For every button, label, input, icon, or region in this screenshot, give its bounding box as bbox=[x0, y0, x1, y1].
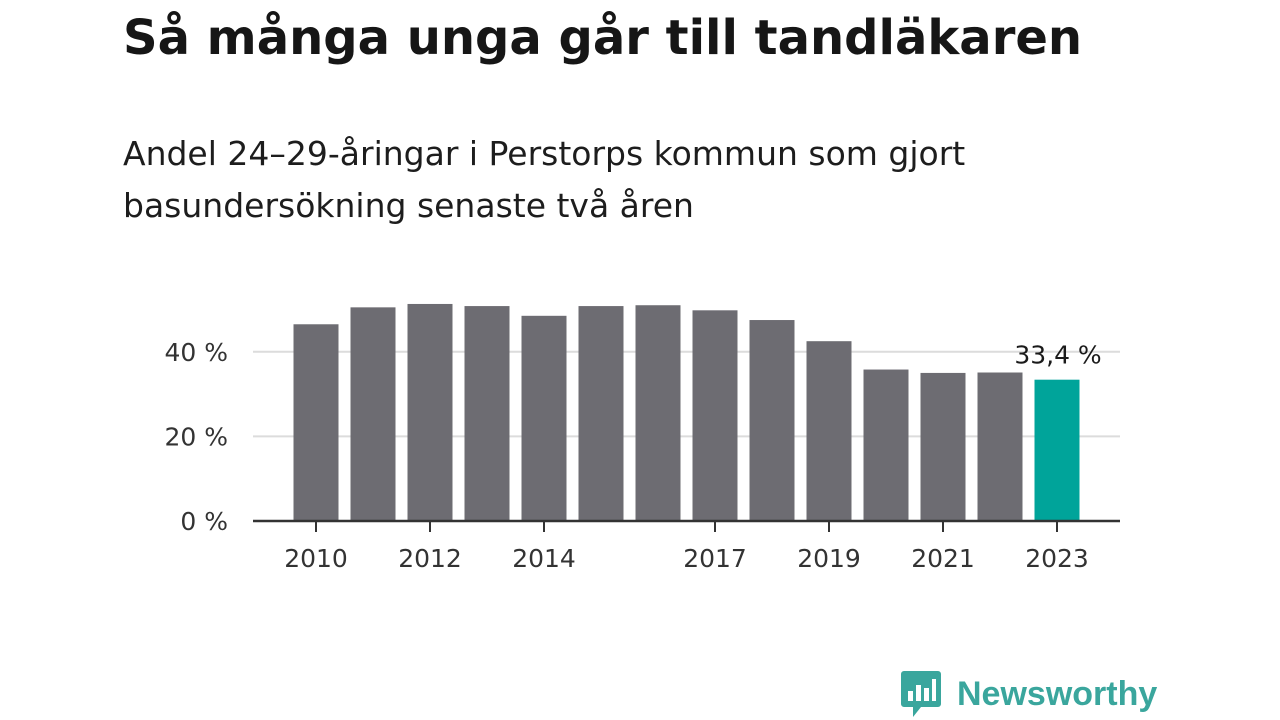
x-tick-label: 2014 bbox=[512, 544, 576, 573]
x-tick-label: 2019 bbox=[797, 544, 861, 573]
bars bbox=[293, 303, 1080, 521]
bar-2021 bbox=[920, 372, 966, 521]
y-tick-label: 20 % bbox=[164, 422, 228, 451]
x-tick-label: 2017 bbox=[683, 544, 747, 573]
y-tick-label: 0 % bbox=[180, 507, 228, 536]
bar-2022 bbox=[977, 372, 1023, 521]
x-axis bbox=[253, 519, 1120, 532]
chart-subtitle: Andel 24–29-åringar i Perstorps kommun s… bbox=[123, 134, 966, 225]
y-tick-label: 40 % bbox=[164, 338, 228, 367]
bar-2013 bbox=[464, 306, 510, 521]
grid-lines bbox=[253, 350, 1120, 438]
chart-title: Så många unga går till tandläkaren bbox=[123, 10, 1083, 66]
x-tick-label: 2023 bbox=[1025, 544, 1089, 573]
bar-2010 bbox=[293, 324, 339, 521]
bar-chart: 0 % 20 % 40 % 2010 2012 2014 2017 2019 2021 2023 3… bbox=[164, 303, 1120, 573]
bar-2015 bbox=[578, 306, 624, 521]
bar-2014 bbox=[521, 315, 567, 521]
bar-2023 bbox=[1034, 379, 1080, 521]
x-tick-label: 2012 bbox=[398, 544, 462, 573]
bar-2018 bbox=[749, 320, 795, 521]
bar-2020 bbox=[863, 369, 909, 521]
bar-2017 bbox=[692, 310, 738, 521]
x-tick-label: 2021 bbox=[911, 544, 975, 573]
logo-text: Newsworthy bbox=[957, 674, 1158, 713]
bar-2012 bbox=[407, 303, 453, 521]
tick-labels: 0 % 20 % 40 % 2010 2012 2014 2017 2019 2021 2023 3… bbox=[164, 338, 1101, 573]
data-label-2023: 33,4 % bbox=[1014, 341, 1101, 370]
x-tick-label: 2010 bbox=[284, 544, 348, 573]
newsworthy-logo: Newsworthy bbox=[901, 670, 1157, 718]
bar-2016 bbox=[635, 305, 681, 521]
bar-2019 bbox=[806, 341, 852, 521]
bar-2011 bbox=[350, 307, 396, 521]
newsworthy-chart-bubble-icon bbox=[901, 671, 941, 717]
